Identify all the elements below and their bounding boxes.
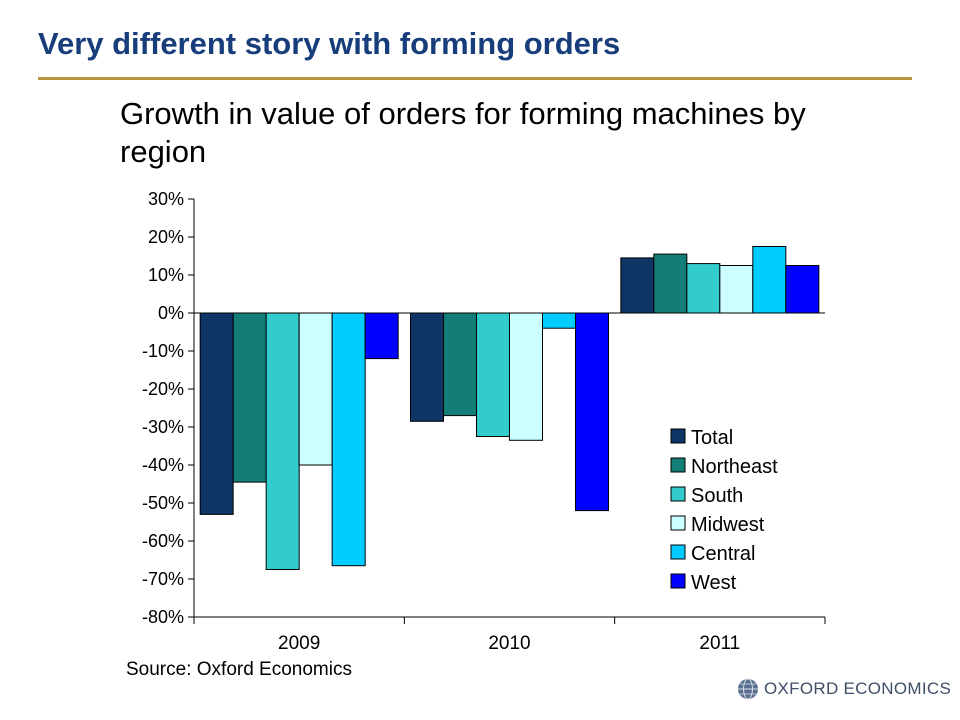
bar	[331, 312, 366, 567]
y-tick-label: -70%	[142, 569, 184, 589]
chart-title: Growth in value of orders for forming ma…	[120, 96, 806, 169]
y-tick-label: 0%	[158, 303, 184, 323]
x-tick-label: 2011	[699, 633, 740, 654]
bar	[785, 265, 820, 314]
x-tick-label: 2010	[488, 633, 530, 654]
legend-swatch	[670, 573, 686, 589]
legend-label: South	[691, 485, 743, 507]
y-tick-label: -60%	[142, 531, 184, 551]
x-tick-label: 2009	[278, 633, 320, 654]
y-tick-label: -20%	[142, 379, 184, 399]
bar	[298, 312, 333, 466]
y-tick-label: 10%	[148, 265, 184, 285]
title-divider	[38, 77, 912, 80]
legend-swatch	[670, 544, 686, 560]
legend-swatch	[670, 457, 686, 473]
bar	[542, 312, 576, 329]
source-note: Source: Oxford Economics	[126, 659, 352, 680]
y-tick-label: -40%	[142, 455, 184, 475]
bar	[364, 312, 399, 360]
y-tick-label: 20%	[148, 227, 184, 247]
bar	[719, 265, 754, 314]
bar	[575, 312, 609, 512]
y-tick-label: -30%	[142, 417, 184, 437]
legend-label: Central	[691, 543, 755, 565]
bar	[686, 263, 721, 314]
legend-swatch	[670, 428, 686, 444]
bar	[620, 257, 655, 314]
legend-label: Total	[691, 427, 733, 449]
bar	[476, 312, 510, 437]
y-tick-label: -80%	[142, 607, 184, 627]
bar	[199, 312, 234, 515]
legend-swatch	[670, 515, 686, 531]
y-tick-label: -10%	[142, 341, 184, 361]
legend-label: Northeast	[691, 456, 778, 478]
bar	[653, 253, 688, 314]
bar	[265, 312, 300, 570]
legend-label: West	[691, 572, 737, 594]
logo-text: OXFORD ECONOMICS	[764, 679, 952, 698]
bar	[232, 312, 267, 483]
oxford-economics-logo: OXFORD ECONOMICS	[737, 677, 951, 701]
legend-swatch	[670, 486, 686, 502]
bar	[509, 312, 543, 441]
bar	[410, 312, 444, 422]
y-tick-label: -50%	[142, 493, 184, 513]
globe-icon	[738, 678, 758, 700]
legend-label: Midwest	[691, 514, 765, 536]
y-tick-label: 30%	[148, 189, 184, 209]
slide-title: Very different story with forming orders	[38, 26, 621, 61]
bar	[752, 246, 787, 314]
bar	[443, 312, 477, 417]
